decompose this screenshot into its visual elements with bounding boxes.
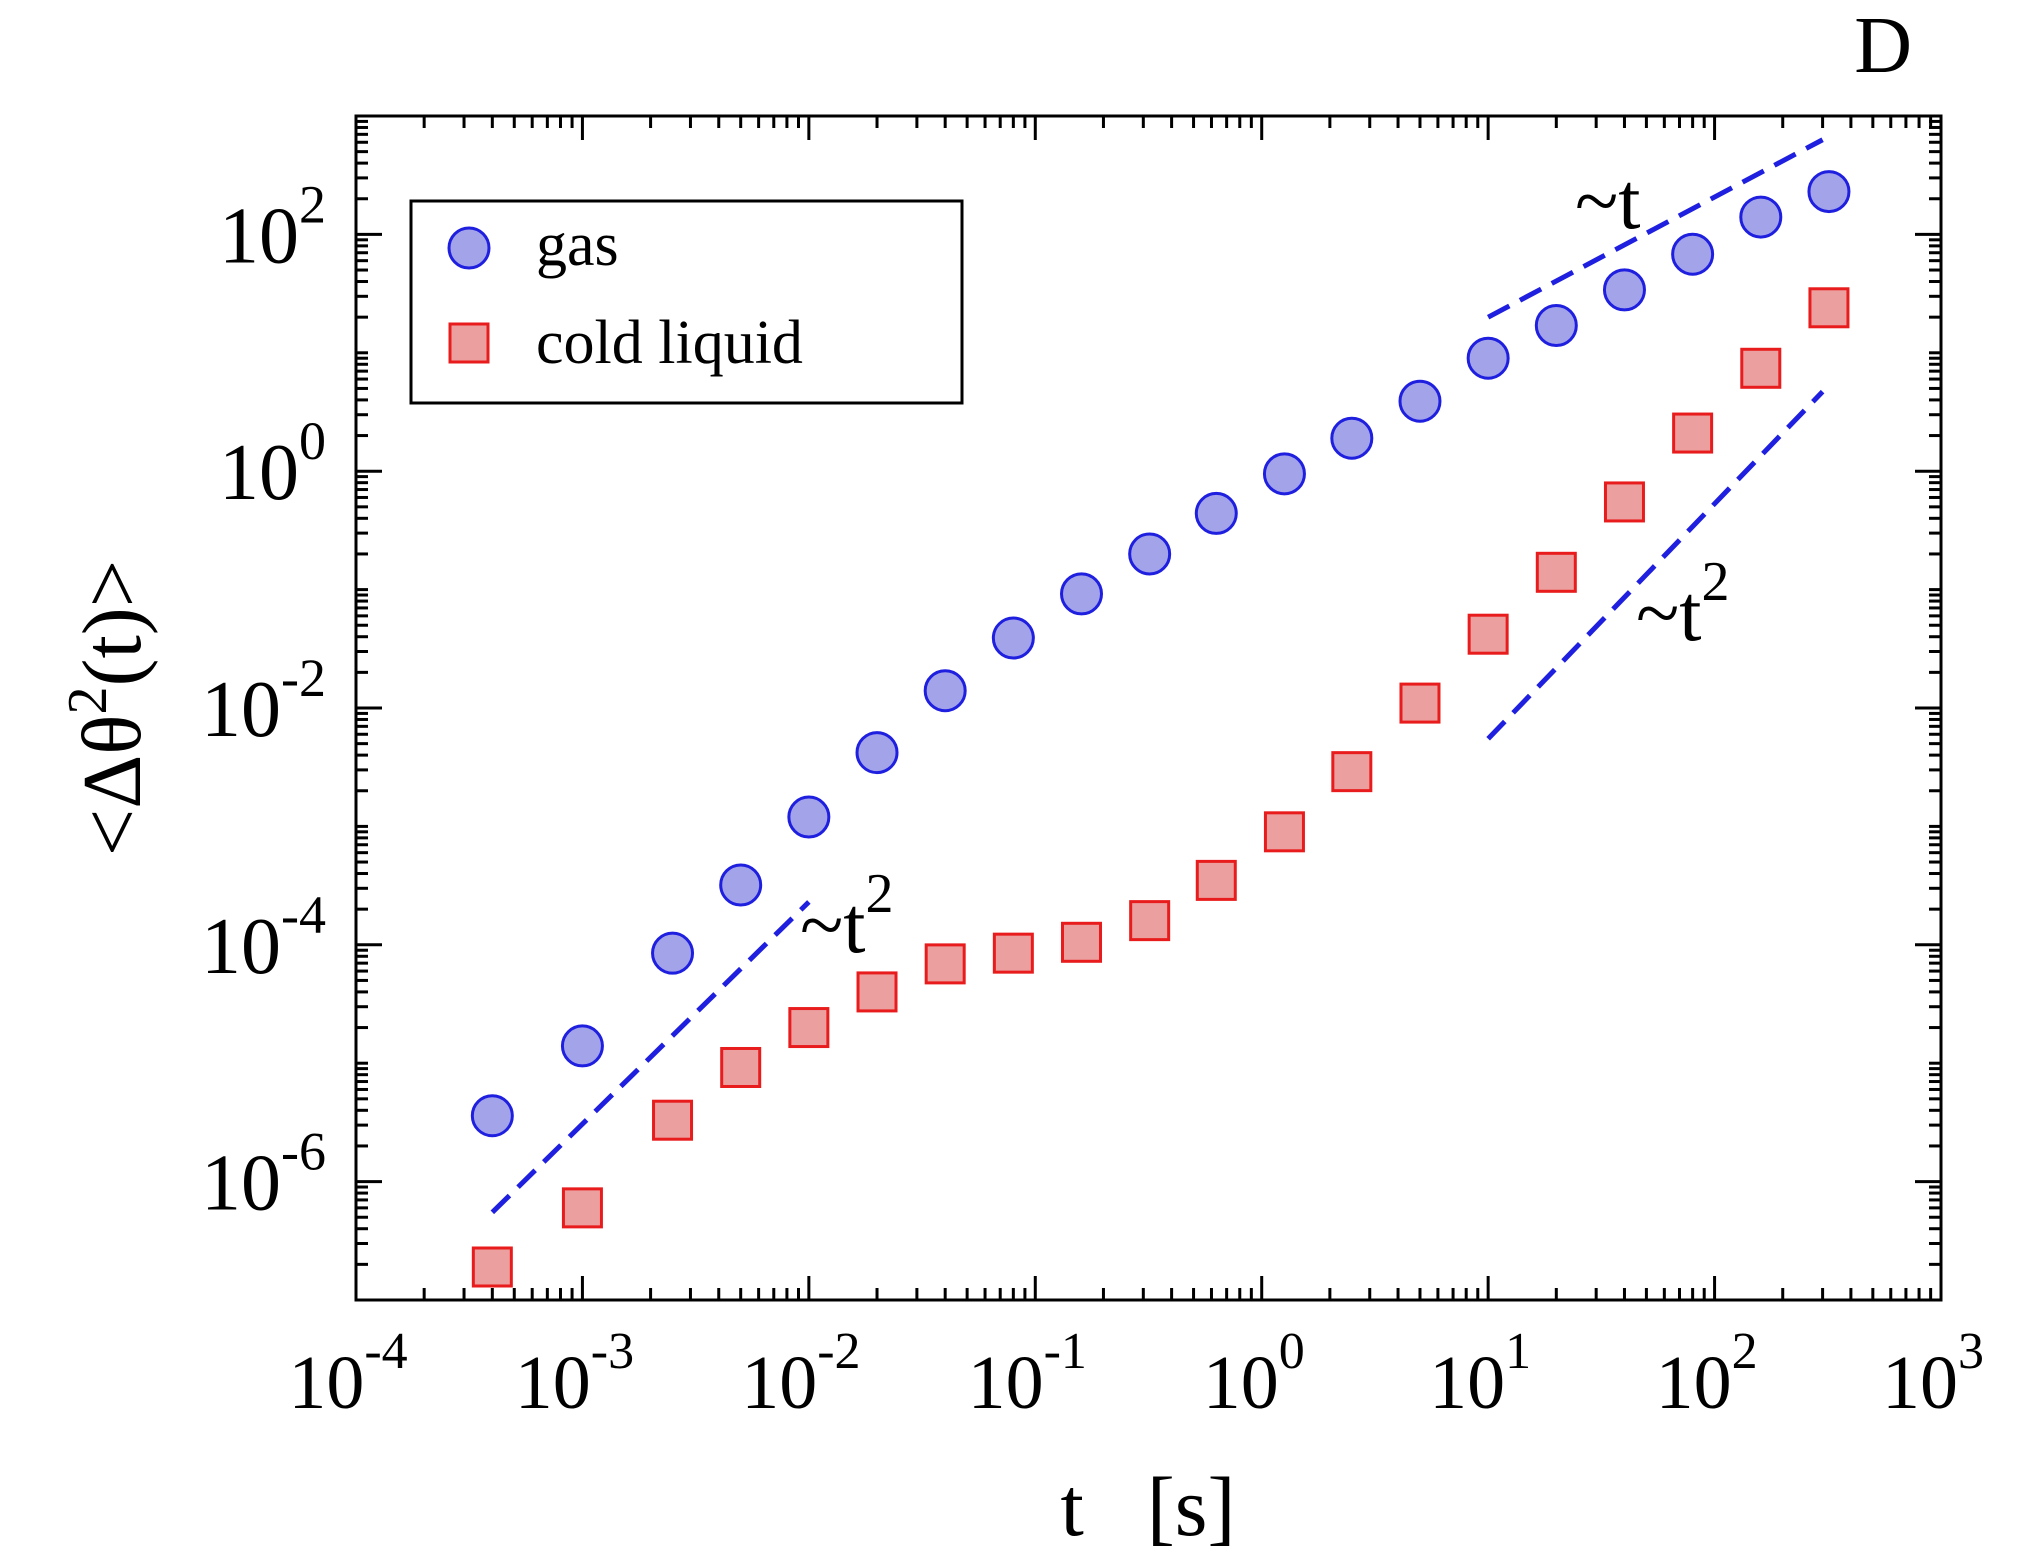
- gas-point: [1739, 195, 1783, 239]
- gas-point: [855, 731, 899, 775]
- y-tick-label: 102: [219, 174, 326, 280]
- x-tick-label: 10-3: [515, 1323, 634, 1425]
- guide-label-1: ~t: [1575, 158, 1641, 246]
- legend-marker-cold-liquid: [448, 322, 490, 364]
- legend-label-gas: gas: [536, 211, 619, 279]
- y-axis-title-sup: 2: [57, 687, 119, 715]
- y-tick-label: 10-6: [201, 1122, 326, 1228]
- cold-liquid-point: [856, 971, 898, 1013]
- x-tick-label: 101: [1429, 1323, 1531, 1425]
- gas-point: [651, 931, 695, 975]
- guide-line-1: [1486, 137, 1824, 320]
- legend: gas cold liquid: [409, 199, 964, 405]
- y-axis-title: <Δθ2(t)>: [57, 560, 159, 856]
- series-cold-liquid: [471, 287, 1850, 1288]
- y-axis-title-main: <Δθ: [66, 715, 159, 857]
- legend-box: [409, 199, 964, 405]
- guide-line-2: [490, 900, 811, 1215]
- gas-point: [1262, 452, 1306, 496]
- x-tick-label: 103: [1882, 1323, 1984, 1425]
- gas-point: [787, 795, 831, 839]
- gas-point: [923, 669, 967, 713]
- gas-point: [1128, 532, 1172, 576]
- data-series: [470, 170, 1851, 1288]
- gas-point: [560, 1024, 604, 1068]
- gas-point: [1534, 304, 1578, 348]
- gas-point: [1602, 268, 1646, 312]
- cold-liquid-point: [1808, 287, 1850, 329]
- x-tick-label: 102: [1656, 1323, 1758, 1425]
- cold-liquid-point: [1399, 682, 1441, 724]
- cold-liquid-point: [652, 1099, 694, 1141]
- x-tick-labels: 10-4 10-3 10-2 10-1 100 101 102 103: [288, 1323, 1984, 1425]
- cold-liquid-point: [1535, 551, 1577, 593]
- x-tick-label: 10-2: [741, 1323, 860, 1425]
- y-tick-labels: 10-6 10-4 10-2 100 102: [201, 174, 326, 1227]
- x-tick-label: 10-1: [968, 1323, 1087, 1425]
- gas-point: [1466, 336, 1510, 380]
- cold-liquid-point: [788, 1007, 830, 1049]
- cold-liquid-point: [992, 932, 1034, 974]
- y-ticks: [356, 114, 1941, 1302]
- cold-liquid-point: [1263, 811, 1305, 853]
- cold-liquid-point: [1740, 347, 1782, 389]
- cold-liquid-point: [1061, 921, 1103, 963]
- legend-label-cold-liquid: cold liquid: [536, 309, 803, 377]
- panel-label: D: [1854, 2, 1912, 90]
- y-tick-label: 10-2: [201, 648, 326, 754]
- gas-point: [1060, 572, 1104, 616]
- y-tick-label: 100: [219, 411, 326, 517]
- cold-liquid-point: [1467, 613, 1509, 655]
- cold-liquid-point: [1195, 859, 1237, 901]
- series-gas: [470, 170, 1851, 1138]
- guide-lines: ~t ~t2 ~t2: [490, 137, 1825, 1215]
- cold-liquid-point: [924, 943, 966, 985]
- x-tick-label: 10-4: [288, 1323, 407, 1425]
- y-axis-title-text: <Δθ2(t)>: [57, 560, 159, 856]
- y-tick-label: 10-4: [201, 885, 326, 991]
- cold-liquid-point: [1129, 900, 1171, 942]
- x-ticks: [354, 116, 1943, 1300]
- cold-liquid-point: [720, 1046, 762, 1088]
- legend-marker-gas: [447, 226, 491, 270]
- gas-point: [1194, 491, 1238, 535]
- gas-point: [470, 1094, 514, 1138]
- guide-label-3: ~t2: [1636, 551, 1730, 658]
- gas-point: [1807, 170, 1851, 214]
- cold-liquid-point: [471, 1246, 513, 1288]
- cold-liquid-point: [561, 1187, 603, 1229]
- gas-point: [719, 863, 763, 907]
- gas-point: [1330, 416, 1374, 460]
- x-tick-label: 100: [1203, 1323, 1305, 1425]
- cold-liquid-point: [1672, 412, 1714, 454]
- cold-liquid-point: [1331, 751, 1373, 793]
- x-axis-title: t [s]: [1061, 1461, 1236, 1553]
- y-axis-title-tail: (t)>: [66, 560, 159, 687]
- gas-point: [1671, 232, 1715, 276]
- guide-label-2: ~t2: [800, 863, 894, 970]
- cold-liquid-point: [1603, 481, 1645, 523]
- gas-point: [1398, 379, 1442, 423]
- gas-point: [991, 616, 1035, 660]
- guide-line-3: [1486, 389, 1825, 741]
